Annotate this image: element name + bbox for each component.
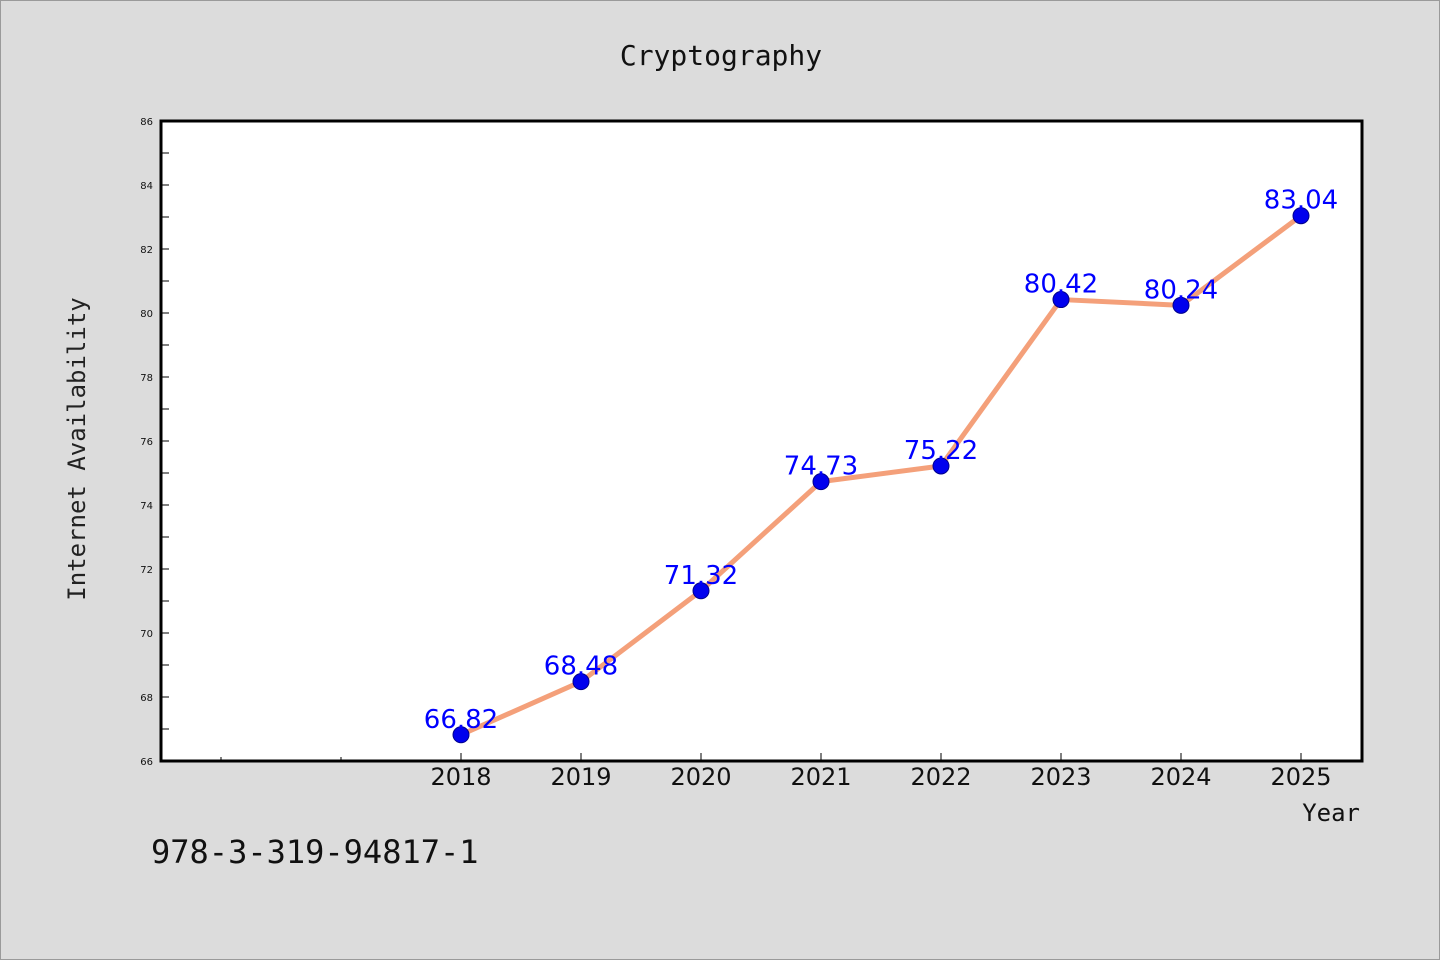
x-tick-label: 2025 [1270,763,1331,791]
y-tick-label: 66 [140,757,153,768]
data-point [1052,291,1070,309]
y-tick-label: 84 [140,181,153,192]
data-label: 83.04 [1264,186,1338,216]
data-label: 68.48 [544,652,618,682]
x-tick-label: 2019 [550,763,611,791]
y-tick-label: 70 [140,629,153,640]
data-point [452,726,470,744]
y-axis-label: Internet Availability [63,297,91,600]
data-point [932,457,950,475]
y-tick-label: 76 [140,437,153,448]
data-label: 71.32 [664,561,738,591]
data-label: 80.42 [1024,270,1098,300]
y-tick-label: 80 [140,309,153,320]
data-point [572,673,590,691]
x-axis-label: Year [1302,799,1360,827]
x-tick-label: 2018 [430,763,491,791]
y-tick-label: 86 [140,117,153,128]
y-tick-label: 68 [140,693,153,704]
x-tick-label: 2022 [910,763,971,791]
data-label: 66.82 [424,705,498,735]
data-point [692,582,710,600]
chart-title: Cryptography [620,39,822,72]
isbn-code: 978-3-319-94817-1 [151,833,479,871]
series-polyline [458,213,1304,738]
x-tick-label: 2023 [1030,763,1091,791]
x-axis: 2018 2019 2020 2021 2022 2023 2024 2025 [220,753,1332,791]
x-tick-label: 2024 [1150,763,1211,791]
series-line [452,207,1310,744]
y-tick-label: 82 [140,245,153,256]
data-point [1292,207,1310,225]
plot-area [159,119,1364,763]
data-label: 74.73 [784,452,858,482]
y-axis: 66 68 70 72 74 76 78 80 82 84 86 [140,117,169,768]
y-tick-label: 78 [140,373,153,384]
y-tick-label: 74 [140,501,153,512]
y-tick-label: 72 [140,565,153,576]
data-point [1172,296,1190,314]
data-point [812,473,830,491]
data-labels: 66.82 68.48 71.32 74.73 75.22 80.42 80.24 83.04 [424,186,1338,735]
x-tick-label: 2020 [670,763,731,791]
data-label: 80.24 [1144,275,1218,305]
x-tick-label: 2021 [790,763,851,791]
data-label: 75.22 [904,436,978,466]
